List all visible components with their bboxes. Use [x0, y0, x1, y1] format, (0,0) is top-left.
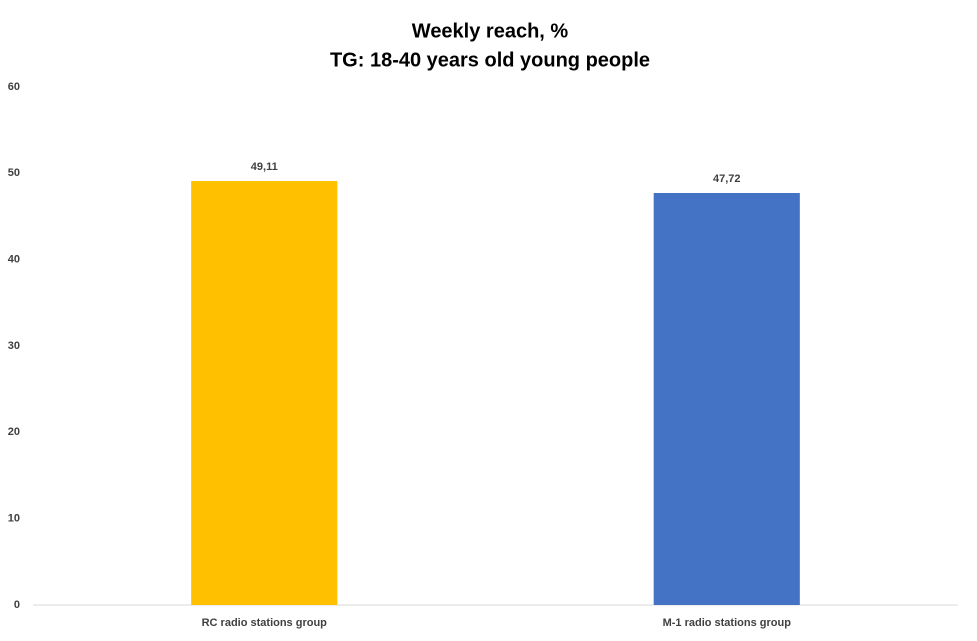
y-tick-label: 60 [8, 81, 20, 93]
y-tick-label: 30 [8, 340, 20, 352]
x-tick-label: RC radio stations group [202, 617, 328, 629]
bar [191, 181, 338, 605]
bar [653, 193, 800, 605]
x-tick-label: M-1 radio stations group [663, 617, 792, 629]
y-tick-label: 10 [8, 513, 20, 525]
value-label: 47,72 [713, 173, 741, 185]
chart-title: Weekly reach, % [412, 20, 569, 42]
value-label: 49,11 [251, 161, 278, 173]
y-tick-label: 0 [14, 599, 20, 611]
y-tick-label: 40 [8, 254, 20, 266]
y-tick-label: 20 [8, 426, 20, 438]
chart-subtitle: TG: 18-40 years old young people [330, 49, 650, 71]
y-tick-label: 50 [8, 167, 20, 179]
